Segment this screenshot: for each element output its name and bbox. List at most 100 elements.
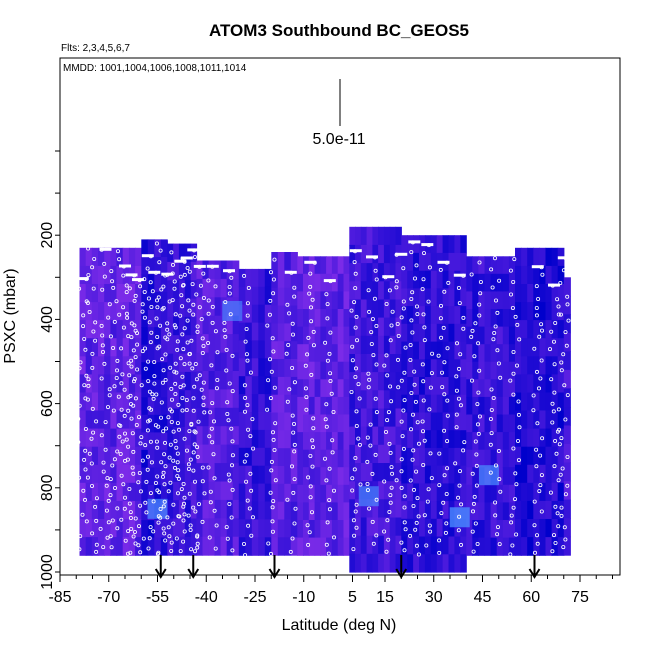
data-point xyxy=(442,428,447,433)
heatmap-cell xyxy=(167,445,174,465)
heatmap-cell xyxy=(135,320,142,339)
heatmap-cell xyxy=(496,379,504,398)
heatmap-cell xyxy=(448,554,455,573)
data-point xyxy=(427,523,432,528)
heatmap-cell xyxy=(245,286,253,306)
profile-top-marker xyxy=(148,270,161,274)
heatmap-cell xyxy=(442,394,450,413)
heatmap-cell xyxy=(360,281,368,301)
x-tick-label: -10 xyxy=(292,589,315,606)
heatmap-cell xyxy=(557,302,565,321)
heatmap-cell xyxy=(284,448,292,467)
heatmap-cell xyxy=(135,537,142,556)
data-point xyxy=(516,399,521,404)
heatmap-cell xyxy=(91,265,99,285)
heatmap-cell xyxy=(436,412,444,431)
data-point xyxy=(350,358,355,363)
heatmap-cell xyxy=(389,517,397,537)
heatmap-cell xyxy=(154,274,162,293)
data-point xyxy=(270,529,275,534)
data-point xyxy=(199,387,204,392)
profile-top-marker xyxy=(349,249,362,253)
heatmap-cell xyxy=(79,247,87,267)
data-point xyxy=(187,308,192,313)
data-point xyxy=(266,378,271,383)
heatmap-cell xyxy=(395,535,402,555)
heatmap-cell xyxy=(484,361,492,380)
data-point xyxy=(184,407,189,412)
heatmap-cell xyxy=(128,392,136,412)
heatmap-cell xyxy=(190,261,198,281)
heatmap-cell xyxy=(436,306,444,325)
heatmap-cell xyxy=(349,463,356,482)
heatmap-cell xyxy=(202,389,210,409)
data-point xyxy=(401,306,406,311)
heatmap-cell xyxy=(478,309,486,328)
heatmap-cell xyxy=(190,316,198,336)
data-point xyxy=(133,396,138,401)
heatmap-cell xyxy=(430,252,438,272)
scale-label: 5.0e-11 xyxy=(312,131,365,148)
heatmap-cell xyxy=(303,520,310,539)
heatmap-cell xyxy=(154,327,162,346)
x-tick-label: -85 xyxy=(48,589,71,606)
data-point xyxy=(112,457,117,462)
heatmap-cell xyxy=(484,432,492,451)
data-point xyxy=(173,391,178,396)
heatmap-cell xyxy=(98,284,105,303)
heatmap-cell xyxy=(551,247,559,267)
heatmap-cell xyxy=(407,252,414,272)
heatmap-cell xyxy=(372,335,379,355)
data-point xyxy=(131,403,136,408)
data-point xyxy=(508,552,513,557)
data-point xyxy=(129,358,134,363)
heatmap-cell xyxy=(167,335,174,355)
heatmap-cell xyxy=(355,426,362,446)
heatmap-cell xyxy=(178,408,186,428)
heatmap-cell xyxy=(238,340,246,359)
data-point xyxy=(184,397,189,402)
data-point xyxy=(176,402,181,407)
heatmap-cell xyxy=(104,302,111,321)
heatmap-cell xyxy=(407,394,414,413)
heatmap-cell xyxy=(508,467,516,486)
heatmap-cell xyxy=(539,302,547,321)
heatmap-hotspot xyxy=(147,498,168,519)
data-point xyxy=(461,448,466,453)
heatmap-cell xyxy=(271,537,279,556)
heatmap-cell xyxy=(202,260,210,280)
heatmap-cell xyxy=(454,483,461,502)
heatmap-cell xyxy=(331,291,339,310)
data-point xyxy=(127,501,132,506)
heatmap-cell xyxy=(539,338,547,357)
heatmap-cell xyxy=(251,447,259,467)
heatmap-cell xyxy=(98,446,105,466)
heatmap-cell xyxy=(366,244,373,264)
heatmap-cell xyxy=(484,256,492,275)
heatmap-cell xyxy=(208,352,216,372)
heatmap-cell xyxy=(116,356,124,375)
heatmap-cell xyxy=(527,428,534,448)
heatmap-cell xyxy=(308,502,316,521)
data-point xyxy=(214,386,219,391)
heatmap-cell xyxy=(448,430,455,449)
data-point xyxy=(224,525,229,530)
data-point xyxy=(142,315,147,320)
heatmap-cell xyxy=(154,344,162,363)
data-point xyxy=(415,312,420,317)
data-point xyxy=(222,328,227,333)
heatmap-cell xyxy=(110,410,118,430)
heatmap-cell xyxy=(360,372,368,391)
heatmap-cell xyxy=(173,353,180,373)
data-point xyxy=(128,550,133,555)
data-point xyxy=(194,292,199,297)
heatmap-cell xyxy=(167,536,174,556)
data-point xyxy=(108,534,113,539)
data-point xyxy=(511,505,516,510)
data-point xyxy=(442,360,447,365)
data-point xyxy=(408,427,413,432)
heatmap-cell xyxy=(490,309,498,328)
data-point xyxy=(180,304,185,309)
data-point xyxy=(399,469,404,474)
heatmap-cell xyxy=(290,341,298,360)
